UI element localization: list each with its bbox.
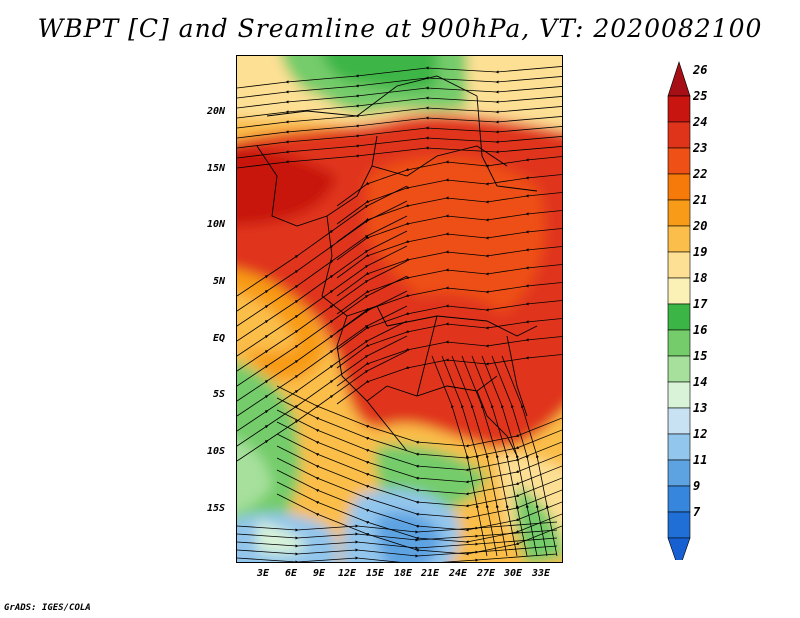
map-panel bbox=[236, 55, 563, 563]
streamline bbox=[237, 66, 562, 89]
colorbar-label: 23 bbox=[693, 141, 708, 155]
colorbar-swatch bbox=[667, 329, 691, 357]
lat-label-5n: 5N bbox=[213, 276, 226, 287]
colorbar-label: 22 bbox=[693, 167, 708, 181]
streamline bbox=[237, 96, 562, 119]
lat-label-20n: 20N bbox=[207, 106, 226, 117]
colorbar-swatch bbox=[667, 251, 691, 279]
lon-label-15e: 15E bbox=[366, 568, 385, 579]
streamline bbox=[237, 553, 558, 562]
lon-label-21e: 21E bbox=[421, 568, 440, 579]
colorbar-swatch bbox=[667, 173, 691, 201]
streamline bbox=[237, 146, 562, 169]
streamline bbox=[237, 521, 558, 534]
colorbar-label: 17 bbox=[693, 297, 708, 311]
lon-label-33e: 33E bbox=[532, 568, 551, 579]
colorbar-swatch bbox=[667, 355, 691, 383]
grads-credit: GrADS: IGES/COLA bbox=[4, 603, 91, 613]
lat-label-10n: 10N bbox=[207, 219, 226, 230]
streamline bbox=[237, 86, 562, 109]
colorbar-label: 9 bbox=[693, 479, 701, 493]
lon-label-18e: 18E bbox=[394, 568, 413, 579]
colorbar-swatch bbox=[667, 407, 691, 435]
colorbar-swatch bbox=[667, 147, 691, 175]
colorbar-swatch bbox=[667, 459, 691, 487]
colorbar-swatch bbox=[667, 277, 691, 305]
streamline bbox=[237, 537, 558, 550]
colorbar-label: 14 bbox=[693, 375, 708, 389]
colorbar-swatch bbox=[667, 61, 691, 97]
lat-label-eq: EQ bbox=[213, 333, 226, 344]
streamline bbox=[237, 76, 562, 99]
colorbar-swatch bbox=[667, 303, 691, 331]
lon-label-6e: 6E bbox=[285, 568, 298, 579]
colorbar-swatch bbox=[667, 225, 691, 253]
streamline bbox=[237, 116, 562, 139]
lon-label-30e: 30E bbox=[504, 568, 523, 579]
colorbar-label: 11 bbox=[693, 453, 708, 467]
map-canvas bbox=[237, 56, 562, 562]
colorbar-swatch bbox=[667, 511, 691, 539]
colorbar-swatch bbox=[667, 121, 691, 149]
streamline bbox=[237, 126, 562, 149]
streamlines bbox=[237, 66, 562, 562]
colorbar-label: 21 bbox=[693, 193, 708, 207]
chart-title: WBPT [C] and Sreamline at 900hPa, VT: 20… bbox=[37, 14, 763, 43]
streamline bbox=[237, 545, 558, 558]
streamline bbox=[237, 136, 562, 159]
lat-label-15n: 15N bbox=[207, 163, 226, 174]
colorbar-label: 15 bbox=[693, 349, 708, 363]
lon-label-27e: 27E bbox=[477, 568, 496, 579]
colorbar-label: 13 bbox=[693, 401, 708, 415]
streamline bbox=[237, 106, 562, 129]
colorbar-label: 25 bbox=[693, 89, 708, 103]
colorbar-swatch bbox=[667, 537, 691, 560]
colorbar-label: 24 bbox=[693, 115, 708, 129]
colorbar-label: 7 bbox=[693, 505, 701, 519]
lon-label-12e: 12E bbox=[338, 568, 357, 579]
colorbar bbox=[667, 61, 691, 560]
streamline bbox=[336, 354, 562, 405]
lon-label-24e: 24E bbox=[449, 568, 468, 579]
lat-label-15s: 15S bbox=[207, 503, 226, 514]
colorbar-label: 18 bbox=[693, 271, 708, 285]
colorbar-label: 12 bbox=[693, 427, 708, 441]
colorbar-swatch bbox=[667, 95, 691, 123]
lat-label-10s: 10S bbox=[207, 446, 226, 457]
streamline bbox=[237, 529, 558, 542]
lat-label-5s: 5S bbox=[213, 389, 226, 400]
colorbar-label: 16 bbox=[693, 323, 708, 337]
colorbar-swatch bbox=[667, 433, 691, 461]
colorbar-label: 19 bbox=[693, 245, 708, 259]
colorbar-label: 26 bbox=[693, 63, 708, 77]
lon-label-9e: 9E bbox=[313, 568, 326, 579]
colorbar-swatch bbox=[667, 199, 691, 227]
colorbar-swatch bbox=[667, 381, 691, 409]
lon-label-3e: 3E bbox=[257, 568, 270, 579]
colorbar-label: 20 bbox=[693, 219, 708, 233]
colorbar-swatch bbox=[667, 485, 691, 513]
